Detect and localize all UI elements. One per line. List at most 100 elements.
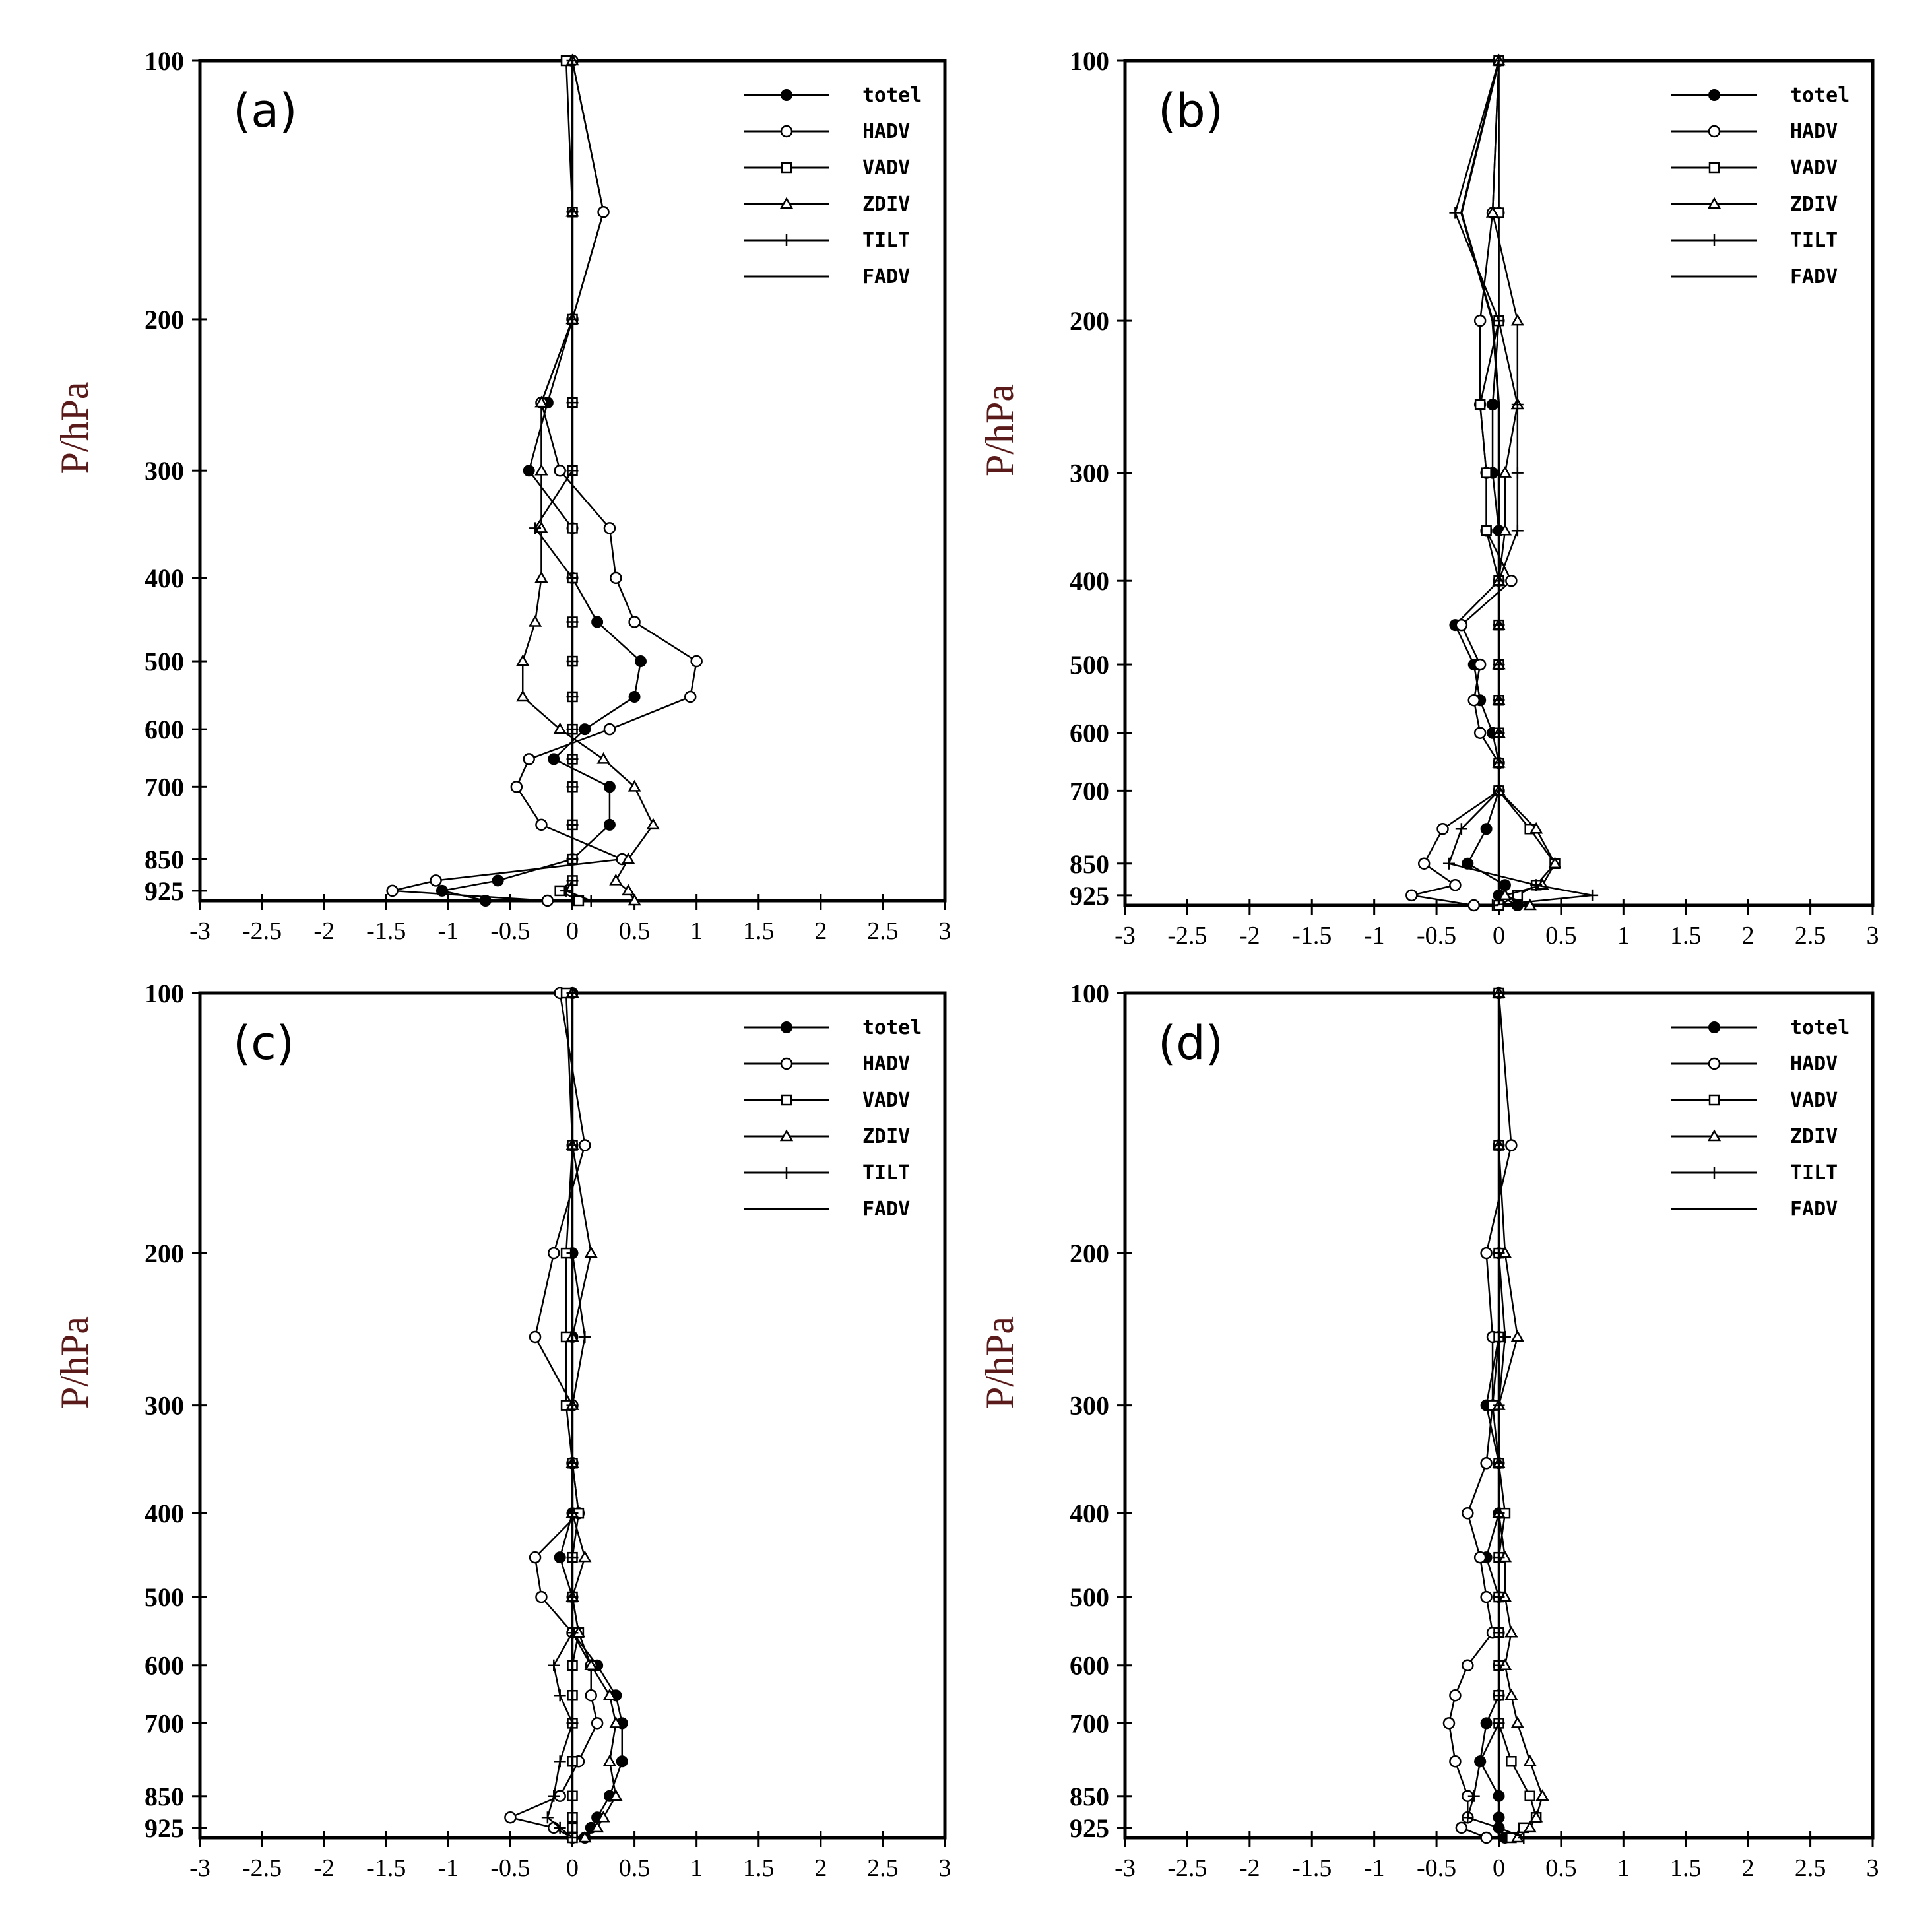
panel-label: (d) bbox=[1158, 1016, 1223, 1070]
data-point bbox=[548, 1247, 560, 1260]
x-tick-label: 3 bbox=[939, 1854, 951, 1882]
y-tick-label: 600 bbox=[145, 1651, 184, 1681]
data-point bbox=[534, 463, 548, 476]
data-point bbox=[1473, 1551, 1487, 1564]
data-point bbox=[622, 852, 635, 864]
legend-item-fadv: FADV bbox=[1671, 265, 1838, 288]
y-tick-label: 100 bbox=[145, 979, 184, 1008]
data-point bbox=[535, 818, 548, 831]
x-tick-label: 2 bbox=[1742, 1854, 1755, 1882]
data-point bbox=[479, 895, 492, 907]
y-tick-label: 700 bbox=[1070, 1708, 1109, 1738]
y-tick-label: 200 bbox=[145, 1239, 184, 1268]
y-tick-label: 400 bbox=[145, 1499, 184, 1528]
y-tick-label: 700 bbox=[145, 1708, 184, 1738]
series-line bbox=[1411, 60, 1512, 907]
data-point bbox=[1455, 1821, 1468, 1834]
x-tick-label: 0.5 bbox=[619, 1854, 651, 1882]
legend-item-vadv: VADV bbox=[1671, 1089, 1838, 1112]
series-line bbox=[534, 61, 592, 902]
data-point bbox=[1530, 879, 1543, 891]
data-point bbox=[1498, 523, 1512, 536]
data-point bbox=[1708, 89, 1720, 101]
data-point bbox=[1473, 314, 1487, 327]
data-point bbox=[597, 206, 610, 218]
data-point bbox=[510, 781, 523, 793]
series-fadv bbox=[1460, 60, 1500, 905]
y-tick-label: 700 bbox=[1070, 776, 1109, 806]
legend-label: ZDIV bbox=[1790, 1125, 1838, 1148]
data-point bbox=[1481, 525, 1492, 536]
data-point bbox=[1707, 1129, 1722, 1142]
data-point bbox=[610, 571, 622, 585]
x-tick-label: -1 bbox=[1364, 922, 1385, 950]
x-tick-label: 2 bbox=[814, 1854, 827, 1882]
series-line bbox=[441, 60, 642, 902]
data-point bbox=[504, 1811, 517, 1824]
y-tick-label: 925 bbox=[1070, 1813, 1109, 1843]
data-point bbox=[609, 1789, 623, 1801]
series-hadv bbox=[1442, 987, 1518, 1844]
y-tick-label: 100 bbox=[1070, 979, 1109, 1008]
data-point bbox=[1498, 466, 1512, 478]
data-point bbox=[628, 616, 641, 628]
legend-item-fadv: FADV bbox=[1671, 1198, 1838, 1221]
data-point bbox=[1473, 727, 1487, 739]
x-tick-label: -0.5 bbox=[490, 1854, 530, 1882]
y-tick-label: 600 bbox=[1070, 1651, 1109, 1681]
legend-item-vadv: VADV bbox=[1671, 156, 1838, 179]
data-point bbox=[1442, 857, 1455, 870]
legend-item-zdiv: ZDIV bbox=[744, 193, 910, 216]
panel: -3 -2.5 -2 -1.5 -1 -0.5 0 0.5 1 1.5 2 2.5 3 100 200 300… bbox=[53, 46, 951, 945]
legend-item-vadv: VADV bbox=[744, 1089, 910, 1112]
data-point bbox=[628, 690, 641, 703]
data-point bbox=[1524, 1790, 1535, 1802]
x-tick-label: 0 bbox=[1493, 922, 1505, 950]
data-point bbox=[628, 779, 641, 792]
legend-label: TILT bbox=[862, 1161, 910, 1184]
data-point bbox=[579, 1330, 591, 1343]
x-tick-label: 1.5 bbox=[743, 1854, 775, 1882]
y-tick-label: 400 bbox=[1070, 566, 1109, 596]
y-axis-label: P/hPa bbox=[978, 1316, 1021, 1409]
data-point bbox=[1436, 822, 1449, 835]
data-point bbox=[523, 753, 535, 765]
data-point bbox=[1535, 1789, 1549, 1801]
y-axis-label: P/hPa bbox=[978, 384, 1021, 476]
data-point bbox=[609, 1716, 623, 1728]
legend-label: VADV bbox=[1790, 156, 1838, 179]
data-point bbox=[1493, 315, 1505, 327]
data-point bbox=[1498, 888, 1512, 901]
data-point bbox=[602, 1754, 617, 1766]
data-point bbox=[1480, 1590, 1493, 1603]
y-tick-label: 200 bbox=[145, 305, 184, 335]
data-point bbox=[1505, 1139, 1518, 1151]
y-tick-label: 925 bbox=[145, 1813, 184, 1843]
series-line bbox=[546, 993, 586, 1838]
data-point bbox=[1481, 467, 1492, 478]
legend-label: totel bbox=[862, 1016, 922, 1039]
data-point bbox=[516, 654, 530, 666]
data-point bbox=[554, 464, 566, 477]
data-point bbox=[634, 655, 647, 668]
data-point bbox=[602, 1688, 617, 1700]
legend-item-zdiv: ZDIV bbox=[1671, 1125, 1838, 1148]
y-tick-label: 400 bbox=[1070, 1499, 1109, 1528]
data-point bbox=[1529, 1810, 1543, 1823]
series-line bbox=[1498, 993, 1543, 1838]
data-point bbox=[1480, 1247, 1493, 1260]
series-line bbox=[507, 992, 598, 1839]
data-point bbox=[578, 1550, 592, 1563]
y-tick-label: 850 bbox=[1070, 1782, 1109, 1811]
legend-label: totel bbox=[1790, 1016, 1850, 1039]
legend-item-totel: totel bbox=[1671, 84, 1850, 107]
data-point bbox=[1455, 618, 1468, 632]
data-point bbox=[1511, 467, 1524, 479]
x-tick-label: 3 bbox=[1867, 922, 1879, 950]
legend-label: ZDIV bbox=[862, 193, 910, 216]
data-point bbox=[603, 723, 616, 736]
x-tick-label: -2 bbox=[313, 1854, 335, 1882]
data-point bbox=[584, 1658, 598, 1670]
legend-item-totel: totel bbox=[744, 1016, 922, 1039]
data-point bbox=[781, 234, 792, 246]
